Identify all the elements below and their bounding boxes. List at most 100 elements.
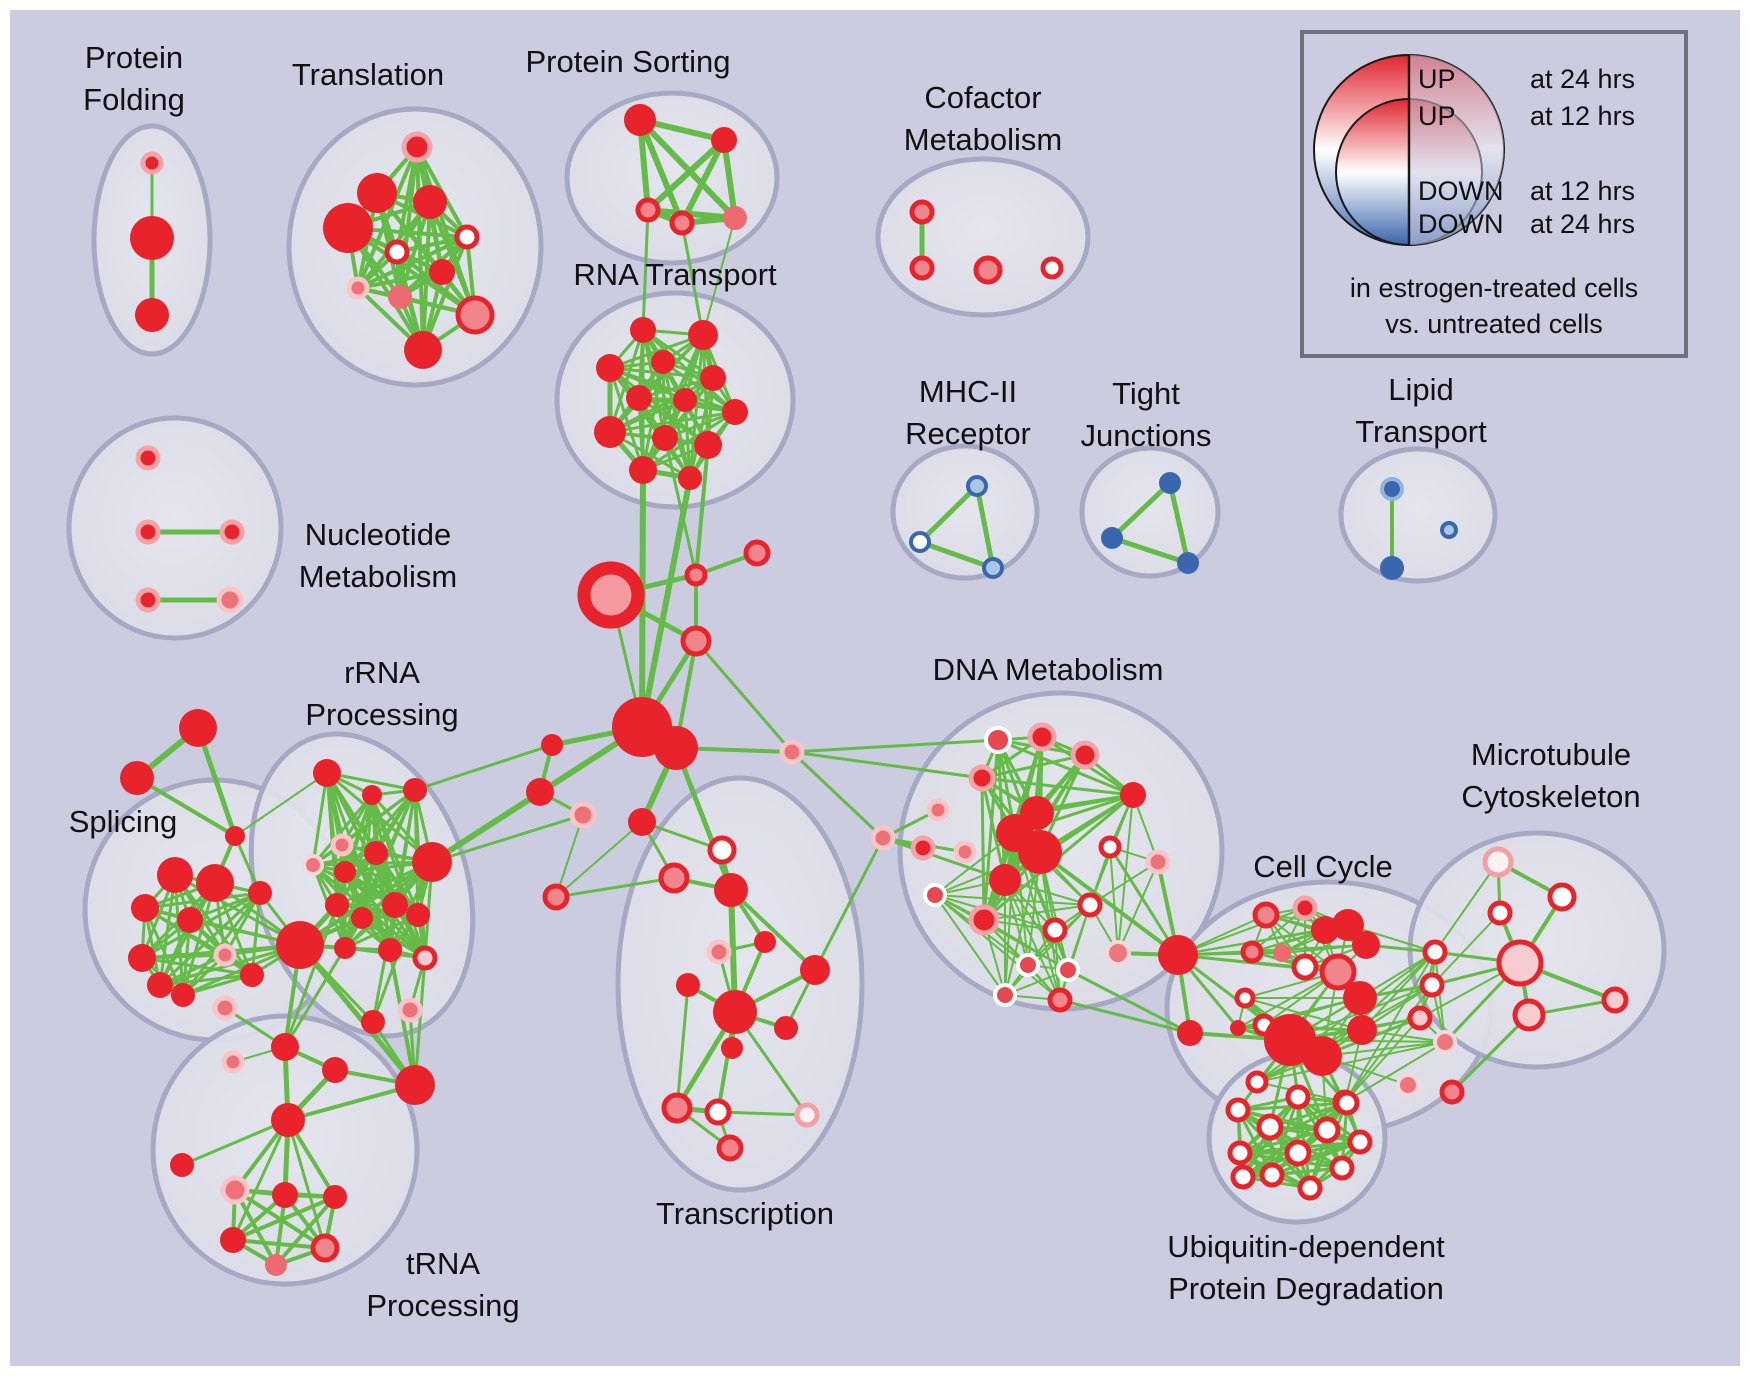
network-node	[361, 1010, 385, 1034]
network-edge	[297, 942, 418, 1088]
network-node	[384, 239, 410, 265]
network-node	[1042, 917, 1068, 943]
network-node	[1230, 1020, 1246, 1036]
network-edge	[231, 1118, 290, 1242]
network-edge	[680, 221, 705, 337]
network-edge	[195, 725, 238, 839]
network-node	[179, 709, 217, 747]
network-node	[412, 945, 438, 971]
network-node	[1433, 1030, 1457, 1054]
network-node	[1380, 556, 1404, 580]
network-edge	[1431, 912, 1501, 986]
network-node	[1482, 846, 1514, 878]
network-edge	[1344, 1017, 1421, 1103]
network-node	[704, 1098, 732, 1126]
network-node	[219, 519, 245, 545]
network-node	[455, 295, 495, 335]
network-node	[923, 883, 947, 907]
network-edge	[413, 743, 554, 792]
network-edge	[1177, 907, 1306, 956]
network-edge	[637, 117, 685, 226]
network-node	[1601, 986, 1629, 1014]
network-edge	[1004, 904, 1091, 996]
network-node	[1439, 1079, 1465, 1105]
network-edge	[181, 891, 262, 997]
cluster-ellipse-cofactor-metabolism	[875, 156, 1091, 318]
network-node	[406, 903, 430, 927]
network-node	[526, 778, 554, 806]
network-node	[966, 475, 988, 497]
network-node	[397, 997, 423, 1023]
network-edge	[1344, 951, 1436, 1103]
network-node	[596, 354, 624, 382]
network-node	[1177, 1020, 1203, 1046]
network-node	[669, 210, 695, 236]
network-node	[1273, 944, 1291, 962]
network-edge	[729, 888, 817, 972]
network-node	[541, 734, 563, 756]
network-node	[993, 983, 1017, 1007]
network-edge	[325, 771, 417, 792]
network-node	[1347, 1015, 1377, 1045]
legend-row-label: UP	[1418, 101, 1456, 131]
network-edge	[286, 1118, 327, 1250]
network-node	[721, 1037, 743, 1059]
cluster-ellipse-transcription	[615, 775, 865, 1193]
network-node	[388, 285, 412, 309]
network-node	[968, 904, 1000, 936]
network-node	[351, 907, 373, 929]
network-edge	[702, 217, 736, 336]
network-edge	[716, 1110, 809, 1117]
network-node	[629, 456, 657, 484]
network-node	[1487, 900, 1513, 926]
network-edge	[1117, 861, 1159, 954]
network-edge	[1434, 951, 1446, 1043]
network-node	[1240, 940, 1264, 964]
network-edge	[694, 443, 710, 577]
network-node	[652, 425, 678, 451]
network-node	[800, 955, 830, 985]
network-node	[429, 259, 455, 285]
network-edge	[356, 270, 444, 290]
network-node	[147, 972, 173, 998]
network-node	[382, 892, 408, 918]
network-edge	[983, 904, 1091, 921]
cluster-ellipse-protein-sorting	[564, 90, 780, 266]
network-node	[1158, 935, 1198, 975]
network-node	[909, 199, 935, 225]
network-node	[1070, 740, 1100, 770]
network-edge	[286, 1083, 417, 1122]
network-node	[413, 185, 447, 219]
network-node	[658, 862, 690, 894]
cluster-ellipse-nucleotide-metabolism	[66, 415, 284, 641]
network-edge	[1321, 984, 1433, 1057]
network-edge	[641, 208, 650, 332]
network-node	[216, 586, 244, 614]
network-edge	[430, 813, 585, 864]
network-node	[973, 255, 1003, 285]
network-node	[128, 944, 156, 972]
cluster-label-ubiquitin-degradation: Protein Degradation	[1168, 1271, 1444, 1306]
network-edge	[679, 137, 727, 226]
network-edge	[1244, 997, 1363, 1031]
network-edge	[608, 410, 737, 434]
cluster-label-tight-junctions: Tight	[1112, 376, 1180, 411]
network-node	[120, 761, 154, 795]
network-node	[1302, 1036, 1342, 1076]
cluster-label-rrna-processing: Processing	[305, 697, 458, 732]
network-node	[909, 531, 931, 553]
network-edge	[980, 776, 986, 922]
network-node	[140, 151, 164, 175]
network-node	[1159, 472, 1181, 494]
network-node	[325, 893, 349, 917]
network-node	[1230, 1164, 1256, 1190]
network-node	[909, 255, 935, 281]
network-node	[171, 983, 195, 1007]
network-edge	[1238, 1128, 1329, 1155]
legend-row-time: at 12 hrs	[1530, 176, 1635, 206]
legend-row-time: at 24 hrs	[1530, 209, 1635, 239]
cluster-label-cofactor-metabolism: Metabolism	[904, 122, 1063, 157]
network-node	[774, 1016, 798, 1040]
network-node	[1547, 882, 1577, 912]
network-node	[357, 173, 397, 213]
